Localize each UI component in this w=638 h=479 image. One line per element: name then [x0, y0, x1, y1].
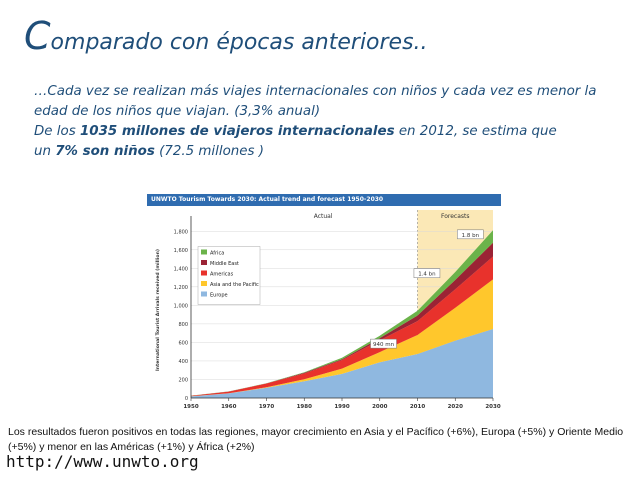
y-tick-label: 600: [178, 340, 188, 346]
para2-children-figure: 7% son niños: [55, 144, 155, 159]
annotation-box: [370, 338, 397, 349]
para2-part-f: (72.5 millones ): [154, 144, 264, 159]
y-tick-label: 0: [185, 396, 188, 402]
x-tick-label: 2030: [485, 404, 500, 410]
annotation-label: 1.4 bn: [418, 272, 436, 278]
annotation-label: 940 mn: [373, 342, 395, 348]
annotation-label: 1.8 bn: [462, 233, 480, 239]
x-tick-label: 2010: [410, 404, 425, 410]
x-tick-label: 1960: [221, 404, 236, 410]
legend-entry: Americas: [210, 271, 234, 277]
x-tick-label: 1970: [259, 404, 274, 410]
x-tick-label: 1990: [334, 404, 349, 410]
para2-part-c: en 2012, se estima que: [394, 124, 557, 139]
paragraph-2: De los 1035 millones de viajeros interna…: [34, 122, 624, 162]
series-area-asia-and-the-pacific: [191, 279, 493, 397]
para2-travelers-figure: 1035 millones de viajeros internacionale…: [79, 124, 395, 139]
series-area-americas: [191, 256, 493, 397]
series-area-europe: [191, 329, 493, 398]
y-tick-label: 800: [178, 322, 188, 328]
x-tick-label: 2020: [448, 404, 463, 410]
legend-swatch: [201, 259, 207, 265]
legend-entry: Middle East: [210, 261, 239, 267]
y-tick-label: 400: [178, 359, 188, 365]
legend-entry: Africa: [210, 250, 224, 256]
x-tick-label: 1980: [297, 404, 312, 410]
actual-label: Actual: [314, 213, 333, 220]
y-tick-label: 1,200: [174, 285, 188, 291]
forecast-label: Forecasts: [441, 213, 470, 220]
y-tick-label: 1,600: [174, 248, 188, 254]
y-tick-label: 200: [178, 377, 188, 383]
legend-swatch: [201, 280, 207, 286]
y-tick-label: 1,400: [174, 266, 188, 272]
area-chart: 0 200 400 600 800 1,000 1,200 1,400 1,600 1,800 19…: [155, 210, 501, 410]
footnote: Los resultados fueron positivos en todas…: [8, 426, 624, 453]
intro-text: …Cada vez se realizan más viajes interna…: [34, 82, 624, 162]
chart-title: UNWTO Tourism Towards 2030: Actual trend…: [147, 194, 501, 206]
annotation-box: [413, 268, 441, 278]
x-tick-label: 2000: [372, 404, 387, 410]
para2-part-d: un: [34, 144, 56, 159]
slide-title: Comparado con épocas anteriores..: [24, 14, 428, 58]
y-tick-label: 1,800: [174, 229, 188, 235]
annotation-box: [457, 229, 484, 240]
title-initial: C: [24, 14, 51, 58]
legend-swatch: [201, 270, 207, 276]
title-rest: omparado con épocas anteriores..: [50, 30, 428, 55]
legend-swatch: [201, 291, 207, 297]
legend-swatch: [201, 249, 207, 255]
y-axis-label: International Tourist Arrivals received …: [155, 249, 161, 371]
source-url[interactable]: http://www.unwto.org: [6, 452, 199, 471]
x-tick-label: 1950: [183, 404, 198, 410]
para2-part-a: De los: [34, 124, 80, 139]
legend-box: [197, 246, 261, 305]
y-tick-label: 1,000: [174, 303, 188, 309]
chart-container: UNWTO Tourism Towards 2030: Actual trend…: [147, 194, 501, 415]
legend-entry: Asia and the Pacific: [210, 282, 259, 288]
legend-entry: Europe: [210, 292, 228, 298]
paragraph-1: …Cada vez se realizan más viajes interna…: [34, 84, 597, 119]
